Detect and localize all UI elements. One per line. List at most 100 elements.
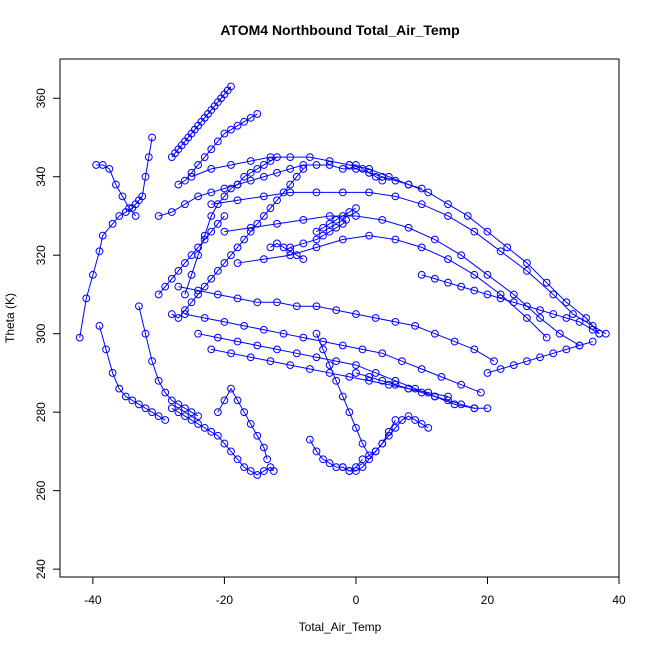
data-point [273, 219, 281, 228]
series-13 [220, 212, 584, 350]
data-point [273, 298, 281, 307]
data-point [358, 463, 367, 472]
data-point [148, 408, 156, 417]
data-point [181, 200, 189, 209]
data-point [154, 290, 163, 299]
data-point [246, 157, 255, 165]
data-point [523, 314, 531, 322]
data-point [220, 439, 229, 448]
data-point [444, 212, 452, 220]
data-point [246, 176, 255, 185]
data-point [352, 467, 360, 475]
x-tick-label: 20 [481, 593, 495, 607]
data-point [378, 439, 387, 448]
data-point [220, 212, 229, 220]
data-point [174, 408, 183, 417]
series-11 [187, 153, 604, 338]
data-point [181, 259, 189, 267]
data-point [233, 243, 242, 252]
data-point [509, 361, 518, 369]
data-point [332, 357, 341, 366]
data-point [240, 235, 249, 244]
data-point [358, 439, 367, 448]
data-point [338, 392, 347, 401]
data-point [161, 282, 170, 291]
data-point [227, 447, 235, 456]
data-point [200, 153, 209, 162]
data-point [391, 318, 400, 326]
data-point [207, 227, 216, 236]
data-point [154, 376, 163, 385]
data-point [569, 310, 577, 318]
series-9 [167, 164, 308, 322]
data-point [213, 431, 222, 440]
series-line [158, 215, 225, 295]
data-point [306, 365, 314, 373]
data-point [312, 302, 321, 311]
data-point [345, 408, 354, 417]
data-point [325, 157, 334, 165]
data-point [253, 110, 262, 118]
data-point [263, 455, 272, 464]
data-point [207, 212, 216, 220]
series-layer [75, 82, 610, 479]
data-point [312, 353, 321, 362]
data-point [536, 353, 544, 362]
data-point [187, 270, 196, 279]
series-7 [174, 110, 262, 189]
data-point [417, 420, 426, 428]
data-point [286, 247, 295, 256]
data-point [269, 467, 278, 475]
data-point [365, 376, 373, 385]
y-tick-label: 300 [34, 323, 48, 343]
data-point [365, 455, 373, 464]
data-point [174, 314, 183, 322]
data-point [220, 227, 229, 236]
data-point [227, 349, 235, 358]
data-point [378, 215, 387, 224]
data-point [246, 467, 255, 475]
series-22 [306, 435, 367, 475]
series-1 [92, 161, 140, 220]
data-point [194, 420, 203, 428]
data-point [549, 349, 558, 358]
data-point [220, 396, 229, 405]
data-point [259, 325, 268, 334]
data-point [181, 176, 189, 185]
data-point [181, 310, 189, 318]
data-point [391, 235, 400, 244]
data-point [404, 180, 413, 189]
data-point [220, 129, 229, 138]
data-point [325, 459, 334, 468]
data-point [187, 298, 196, 307]
data-point [292, 251, 301, 260]
series-23 [338, 412, 433, 475]
data-point [174, 400, 183, 409]
data-point [167, 208, 176, 216]
data-point [312, 188, 321, 197]
data-point [338, 463, 347, 472]
data-point [246, 420, 255, 428]
data-point [338, 235, 347, 244]
y-tick-label: 360 [34, 88, 48, 108]
data-point [259, 467, 268, 475]
data-point [470, 286, 479, 295]
data-point [233, 121, 242, 130]
x-tick-label: -40 [84, 593, 102, 607]
data-point [125, 204, 133, 213]
data-point [378, 349, 387, 358]
data-point [194, 161, 203, 169]
data-point [319, 345, 327, 354]
data-point [233, 259, 242, 267]
data-point [523, 357, 531, 366]
data-point [496, 290, 505, 299]
data-point [444, 392, 452, 401]
data-point [463, 212, 472, 220]
data-point [286, 361, 295, 369]
data-point [161, 416, 170, 424]
series-2 [95, 321, 170, 424]
x-tick-label: 0 [353, 593, 360, 607]
data-point [299, 215, 308, 224]
data-point [325, 212, 334, 220]
data-point [312, 329, 321, 338]
